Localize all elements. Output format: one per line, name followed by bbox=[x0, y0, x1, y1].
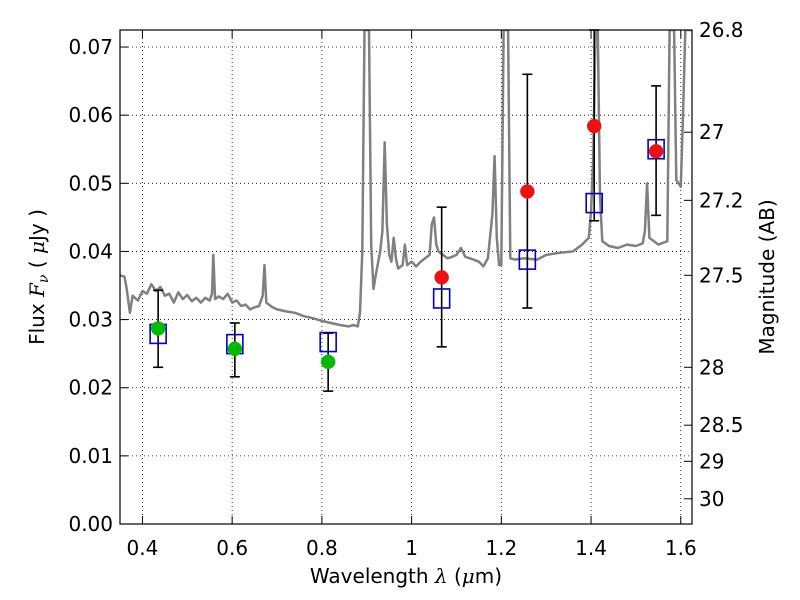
y-axis-label: Flux Fν ( μJy ) bbox=[25, 209, 52, 345]
observed-flux-point bbox=[648, 144, 664, 159]
model-spectrum-line bbox=[120, 30, 692, 328]
model-flux-square bbox=[432, 288, 451, 309]
y-tick-label: 0.03 bbox=[68, 308, 113, 332]
y-tick-label: 0.00 bbox=[68, 512, 113, 536]
right-tick-label: 28 bbox=[699, 355, 724, 379]
right-tick-label: 29 bbox=[699, 449, 724, 473]
model-flux-square bbox=[647, 138, 665, 160]
y-axis-label-right: Magnitude (AB) bbox=[755, 199, 779, 354]
y-tick-label: 0.04 bbox=[68, 239, 113, 263]
observed-flux-point bbox=[586, 118, 602, 134]
model-flux-square bbox=[585, 192, 603, 214]
observed-flux-point bbox=[320, 354, 336, 370]
marker-layer bbox=[149, 118, 665, 370]
observed-flux-point bbox=[520, 184, 535, 199]
right-tick-label: 26.8 bbox=[699, 18, 744, 42]
x-tick-label: 0.6 bbox=[216, 536, 248, 560]
x-tick-label: 1 bbox=[405, 536, 418, 560]
tick-layer: 0.4 0.6 0.8 1 1.2 1.4 1.6 0.00 0.01 0.02 0.03 0.04 0… bbox=[68, 18, 743, 560]
plot-background bbox=[120, 30, 692, 524]
observed-flux-point bbox=[150, 321, 166, 336]
y-tick-label: 0.01 bbox=[68, 444, 113, 468]
x-tick-label: 1.2 bbox=[485, 536, 517, 560]
x-tick-label: 1.6 bbox=[665, 536, 697, 560]
plot-frame bbox=[119, 29, 693, 525]
right-tick-label: 30 bbox=[699, 487, 724, 511]
observed-flux-point bbox=[227, 341, 243, 357]
x-tick-label: 1.4 bbox=[575, 536, 607, 560]
y-tick-label: 0.05 bbox=[68, 171, 113, 195]
right-tick-label: 27.5 bbox=[699, 263, 744, 287]
x-tick-label: 0.4 bbox=[127, 536, 159, 560]
y-tick-label: 0.07 bbox=[68, 35, 113, 59]
spectrum-layer bbox=[120, 30, 692, 328]
right-tick-label: 27.2 bbox=[699, 188, 744, 212]
y-tick-label: 0.06 bbox=[68, 103, 113, 127]
observed-flux-point bbox=[434, 270, 449, 285]
x-tick-label: 0.8 bbox=[306, 536, 338, 560]
model-flux-square bbox=[518, 249, 537, 270]
right-tick-label: 27 bbox=[699, 120, 724, 144]
model-flux-square bbox=[319, 331, 337, 353]
right-tick-label: 28.5 bbox=[699, 413, 744, 437]
y-tick-label: 0.02 bbox=[68, 376, 113, 400]
x-axis-label: Wavelength λ (μm) bbox=[310, 564, 502, 588]
